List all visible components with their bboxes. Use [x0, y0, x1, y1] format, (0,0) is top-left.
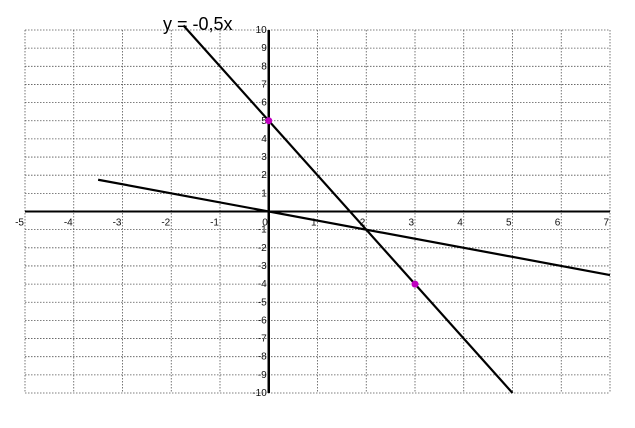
- x-tick-label: 7: [603, 218, 609, 229]
- y-tick-label: -1: [258, 225, 267, 236]
- tick-labels: -5 -4 -3 -2 -1 0 1 2 3 4 5 6 7-10-9-8-7-6-5-4-3-2-11…: [15, 25, 609, 399]
- x-tick-label: -2: [161, 218, 170, 229]
- y-tick-label: -5: [258, 297, 267, 308]
- points: [265, 117, 419, 288]
- y-tick-label: -3: [258, 261, 267, 272]
- x-tick-label: -1: [210, 218, 219, 229]
- y-tick-label: 9: [261, 43, 267, 54]
- x-tick-label: 1: [311, 218, 317, 229]
- y-tick-label: 7: [261, 79, 267, 90]
- y-tick-label: 1: [261, 188, 267, 199]
- y-tick-label: -7: [258, 334, 267, 345]
- x-tick-label: 2: [360, 218, 366, 229]
- y-tick-label: -9: [258, 370, 267, 381]
- y-tick-label: 5: [261, 116, 267, 127]
- x-tick-label: -4: [64, 218, 73, 229]
- chart-title: y = -0,5x: [163, 14, 233, 34]
- x-tick-label: 5: [506, 218, 512, 229]
- y-tick-label: 3: [261, 152, 267, 163]
- x-tick-label: -3: [113, 218, 122, 229]
- y-tick-label: 4: [261, 134, 267, 145]
- y-tick-label: 8: [261, 61, 267, 72]
- series-line: [182, 24, 514, 394]
- y-tick-label: 2: [261, 170, 267, 181]
- y-tick-label: -2: [258, 243, 267, 254]
- data-point: [265, 117, 273, 125]
- y-tick-label: -10: [252, 388, 267, 399]
- x-tick-label: 0: [262, 218, 268, 229]
- y-tick-label: -8: [258, 352, 267, 363]
- x-tick-label: 4: [457, 218, 463, 229]
- y-tick-label: -4: [258, 279, 267, 290]
- data-point: [411, 280, 419, 288]
- series: [97, 24, 611, 394]
- y-tick-label: 6: [261, 98, 267, 109]
- y-tick-label: -6: [258, 315, 267, 326]
- y-tick-label: 10: [256, 25, 268, 36]
- x-tick-label: -5: [15, 218, 24, 229]
- series-line: [97, 178, 611, 277]
- x-tick-label: 6: [555, 218, 561, 229]
- x-tick-label: 3: [408, 218, 414, 229]
